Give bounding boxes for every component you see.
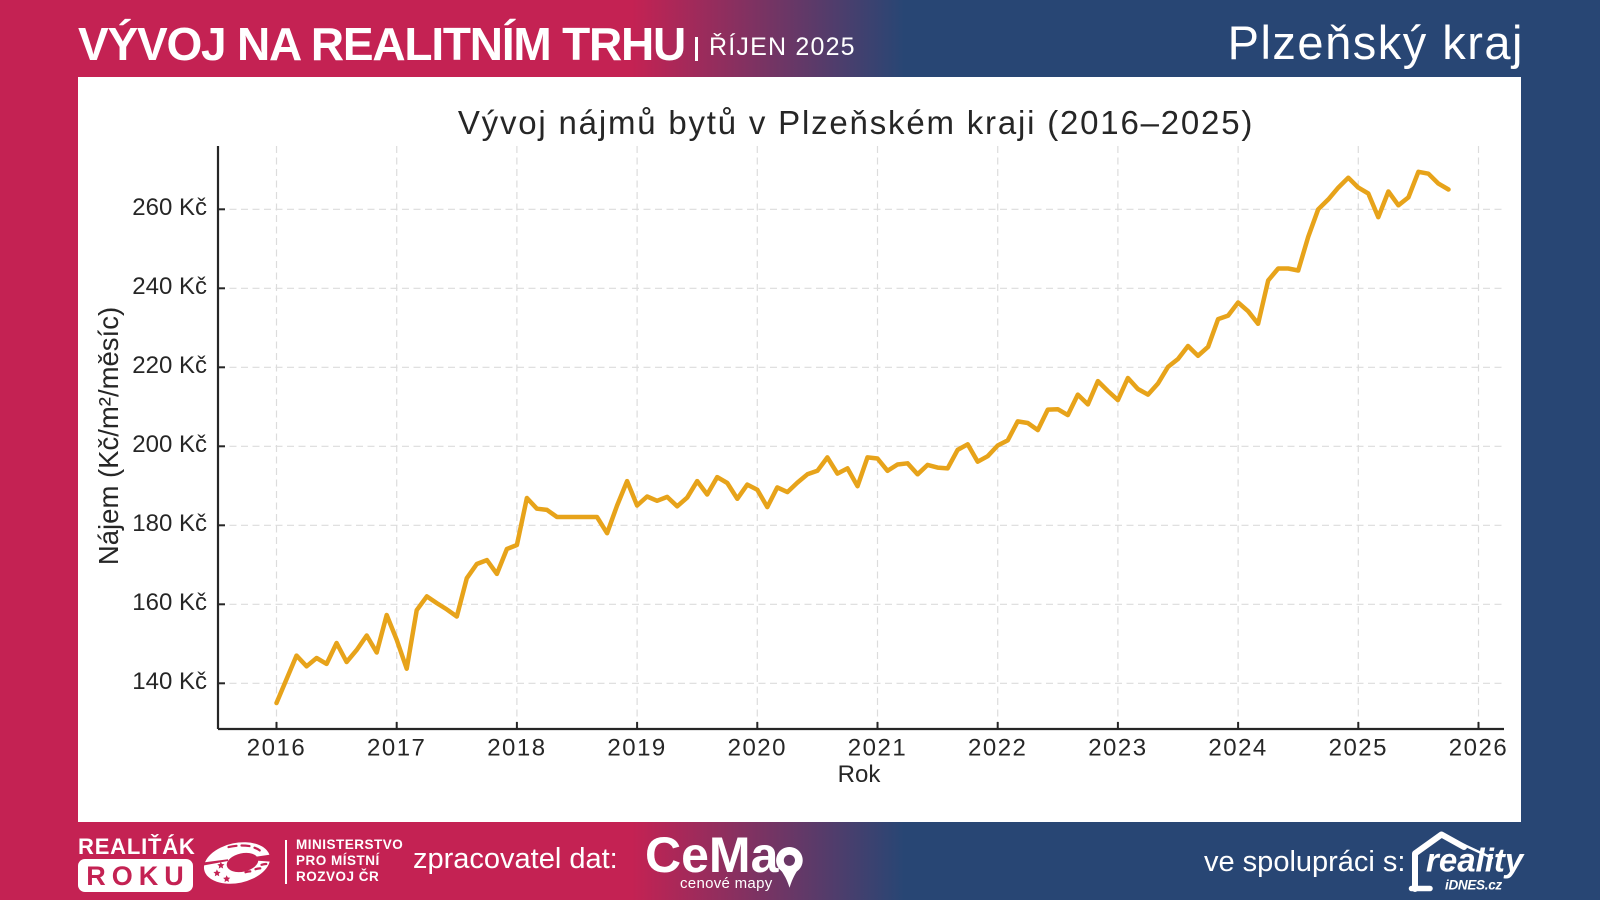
svg-text:2022: 2022 — [968, 735, 1027, 762]
svg-text:220 Kč: 220 Kč — [132, 352, 207, 379]
svg-text:2021: 2021 — [848, 735, 907, 762]
svg-text:Nájem (Kč/m²/měsíc): Nájem (Kč/m²/měsíc) — [93, 307, 124, 565]
svg-text:2016: 2016 — [247, 735, 306, 762]
svg-text:2026: 2026 — [1449, 735, 1508, 762]
svg-text:2020: 2020 — [728, 735, 787, 762]
svg-text:160 Kč: 160 Kč — [132, 589, 207, 616]
svg-text:240 Kč: 240 Kč — [132, 273, 207, 300]
svg-text:2017: 2017 — [367, 735, 426, 762]
svg-text:2019: 2019 — [607, 735, 666, 762]
svg-text:2024: 2024 — [1208, 735, 1267, 762]
svg-text:180 Kč: 180 Kč — [132, 510, 207, 537]
svg-text:2018: 2018 — [487, 735, 546, 762]
svg-text:Rok: Rok — [838, 761, 882, 788]
svg-text:2025: 2025 — [1329, 735, 1388, 762]
svg-text:reality: reality — [1426, 842, 1525, 879]
svg-text:260 Kč: 260 Kč — [132, 194, 207, 221]
svg-text:140 Kč: 140 Kč — [132, 668, 207, 695]
svg-text:200 Kč: 200 Kč — [132, 431, 207, 458]
svg-text:2023: 2023 — [1088, 735, 1147, 762]
svg-text:Vývoj nájmů bytů v Plzeňském k: Vývoj nájmů bytů v Plzeňském kraji (2016… — [458, 104, 1254, 141]
svg-text:iDNES.cz: iDNES.cz — [1445, 878, 1502, 893]
